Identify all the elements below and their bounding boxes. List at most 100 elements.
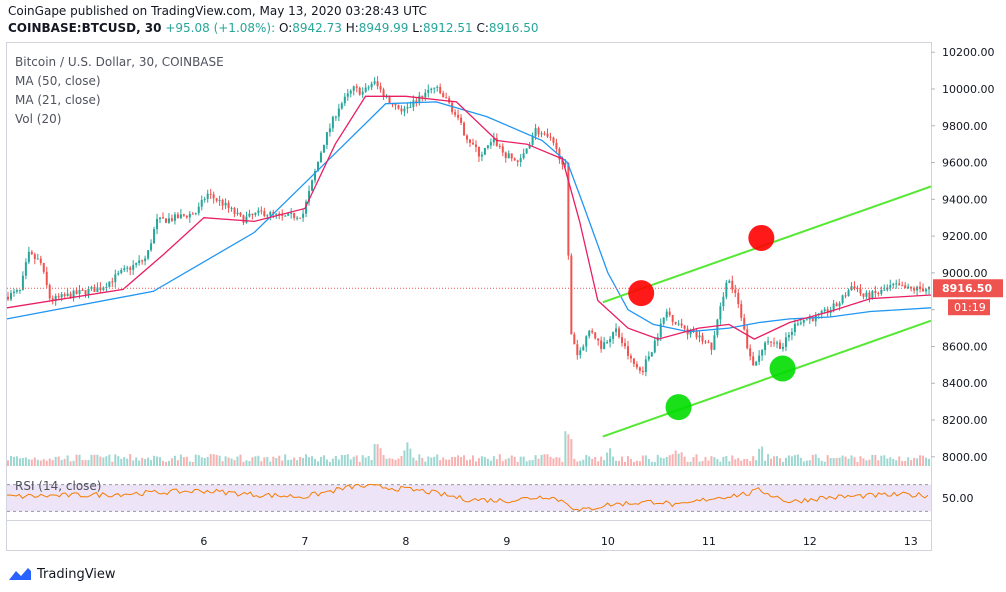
volume-bar (516, 461, 519, 466)
volume-bar (746, 459, 749, 466)
rsi-label: RSI (14, close) (15, 479, 102, 493)
volume-bar (853, 457, 856, 466)
volume-bar (928, 458, 931, 466)
volume-bar (12, 456, 15, 466)
candle-body (24, 262, 27, 276)
candle-body (650, 352, 653, 357)
candle-body (147, 250, 150, 259)
volume-bar (418, 454, 421, 466)
candle-body (167, 218, 170, 223)
candle-body (904, 285, 907, 289)
candle-body (874, 291, 877, 294)
candle-body (361, 91, 364, 95)
volume-bar (740, 460, 743, 466)
volume-bar (114, 454, 117, 466)
candle-body (254, 212, 257, 215)
candle-body (832, 303, 835, 310)
volume-bar (409, 448, 412, 466)
candle-body (454, 112, 457, 115)
candle-body (808, 318, 811, 320)
candle-body (460, 117, 463, 123)
candle-body (299, 217, 302, 219)
candle-body (129, 267, 132, 270)
x-tick-label: 7 (301, 535, 308, 548)
volume-bar (838, 457, 841, 466)
volume-bar (507, 458, 510, 466)
candle-body (331, 116, 334, 129)
candle-body (409, 107, 412, 109)
candle-body (793, 323, 796, 332)
volume-bar (227, 457, 230, 466)
candle-body (546, 133, 549, 137)
volume-bar (352, 456, 355, 466)
volume-bar (752, 456, 755, 466)
low-value: 8912.51 (422, 21, 473, 35)
candle-body (27, 251, 30, 263)
candle-body (63, 294, 66, 296)
candle-body (582, 346, 585, 351)
volume-bar (242, 461, 245, 466)
volume-bar (102, 457, 105, 466)
volume-bar (814, 454, 817, 466)
candle-body (540, 133, 543, 135)
volume-bar (72, 460, 75, 466)
candle-body (57, 296, 60, 298)
volume-bar (269, 461, 272, 466)
candle-body (9, 292, 12, 300)
candle-body (895, 283, 898, 285)
volume-bar (796, 454, 799, 466)
volume-bar (194, 454, 197, 466)
close-value: 8916.50 (488, 21, 539, 35)
candle-body (838, 303, 841, 307)
volume-bar (334, 455, 337, 466)
channel-lower-line (602, 319, 932, 438)
volume-bar (108, 454, 111, 466)
volume-bar (36, 459, 39, 466)
y-tick-label: 8000.00 (942, 451, 988, 464)
candle-body (722, 296, 725, 307)
countdown-badge (948, 299, 990, 316)
candle-body (805, 319, 808, 321)
candle-body (612, 332, 615, 339)
volume-bar (674, 450, 677, 466)
candle-body (522, 153, 525, 159)
candle-body (81, 289, 84, 291)
volume-bar (30, 459, 33, 466)
brand-name: TradingView (37, 566, 116, 582)
candle-body (188, 213, 191, 218)
candle-body (296, 217, 299, 219)
candle-body (740, 304, 743, 318)
x-tick-label: 8 (402, 535, 409, 548)
volume-bar (916, 458, 919, 466)
candle-body (802, 319, 805, 323)
volume-bar (257, 455, 260, 466)
volume-bar (758, 448, 761, 466)
volume-bar (84, 460, 87, 466)
volume-bar (15, 456, 18, 466)
candle-body (233, 207, 236, 214)
candle-body (108, 281, 111, 287)
candle-body (451, 102, 454, 113)
candle-body (448, 98, 451, 103)
volume-bar (576, 461, 579, 466)
candle-body (623, 343, 626, 347)
candle-body (513, 158, 516, 161)
volume-bar (829, 458, 832, 466)
candle-body (373, 81, 376, 84)
volume-bar (701, 460, 704, 466)
volume-bar (373, 444, 376, 466)
x-tick-label: 12 (803, 535, 817, 548)
volume-bar (161, 460, 164, 466)
tradingview-brand[interactable]: TradingView (8, 566, 116, 582)
volume-bar (561, 461, 564, 466)
volume-bar (314, 458, 317, 466)
volume-bar (522, 456, 525, 466)
candle-body (474, 144, 477, 147)
candle-body (45, 271, 48, 286)
y-tick-label: 8200.00 (942, 414, 988, 427)
candle-body (629, 355, 632, 359)
volume-bar (245, 460, 248, 466)
candle-body (358, 87, 361, 95)
volume-bar (761, 446, 764, 466)
